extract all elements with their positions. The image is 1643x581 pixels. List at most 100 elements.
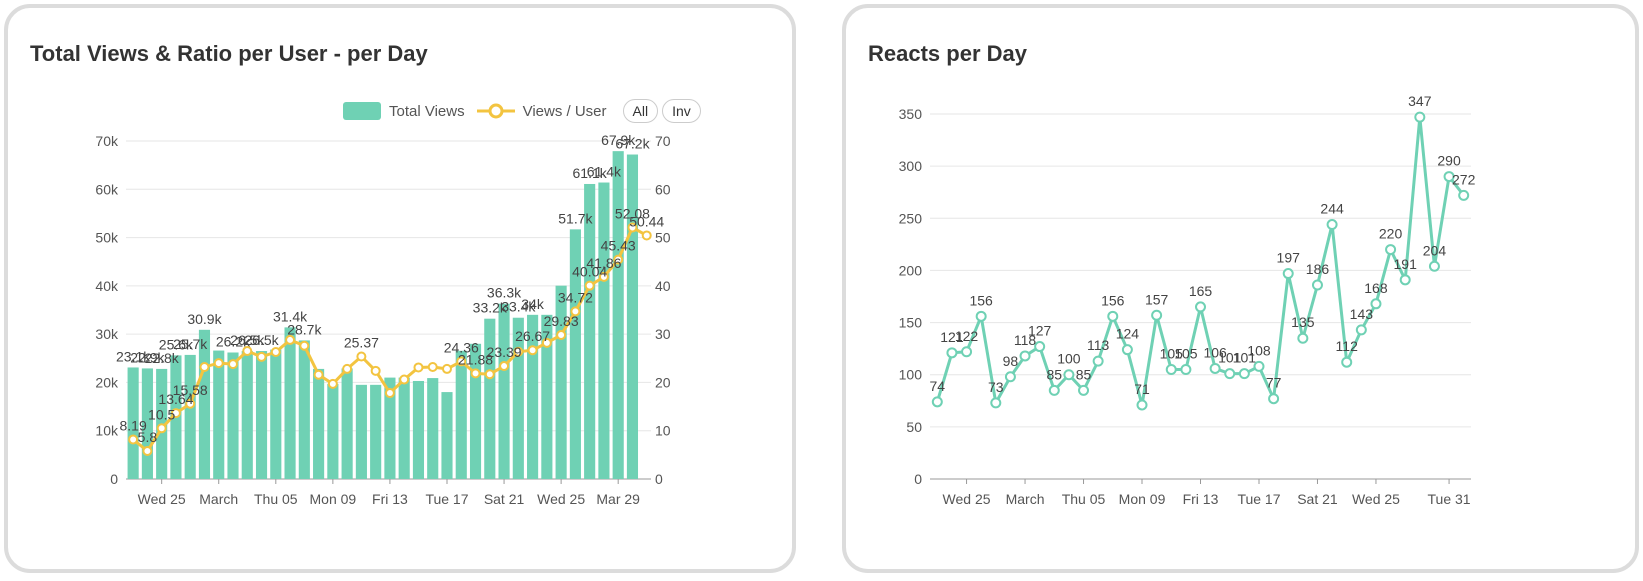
- views-per-user-label: 13.64: [158, 391, 193, 407]
- y-right-tick-label: 40: [655, 278, 671, 294]
- views-per-user-point: [513, 346, 524, 357]
- reacts-value-label: 204: [1423, 242, 1447, 258]
- y-right-tick-label: 30: [655, 326, 671, 342]
- views-per-user-point: [613, 254, 624, 265]
- views-per-user-label: 26.67: [515, 328, 550, 344]
- views-per-user-point: [128, 434, 139, 445]
- views-bar-label: 51.7k: [558, 210, 593, 226]
- views-bar: [370, 384, 382, 479]
- reacts-title: Reacts per Day: [868, 41, 1027, 66]
- y-right-tick-label: 10: [655, 423, 671, 439]
- reacts-point: [1385, 244, 1397, 256]
- views-per-user-point: [256, 351, 267, 362]
- y-right-tick-label: 0: [655, 471, 663, 487]
- reacts-value-label: 122: [955, 328, 979, 344]
- views-per-user-point: [142, 445, 153, 456]
- reacts-point: [961, 346, 973, 358]
- reacts-value-label: 74: [930, 378, 946, 394]
- legend-total-views-label: Total Views: [389, 102, 465, 120]
- views-bar: [555, 285, 567, 479]
- views-per-user-point: [270, 347, 281, 358]
- y-tick-label: 250: [899, 210, 923, 226]
- y-left-tick-label: 10k: [95, 423, 119, 439]
- views-bar: [270, 349, 282, 479]
- views-bar-label: 33.2k: [473, 300, 508, 316]
- y-right-tick-label: 60: [655, 181, 671, 197]
- views-bar: [584, 183, 596, 479]
- views-bar-label: 25.7k: [173, 336, 208, 352]
- views-per-user-label: 23.39: [487, 344, 522, 360]
- x-tick-label: Tue 17: [1237, 491, 1280, 507]
- views-bar-label: 34k: [521, 296, 545, 312]
- reacts-point: [1151, 309, 1163, 321]
- reacts-point: [1238, 368, 1250, 380]
- reacts-value-label: 108: [1247, 342, 1271, 358]
- views-per-user-point: [456, 356, 467, 367]
- views-per-user-point: [242, 346, 253, 357]
- views-per-user-label: 40.04: [572, 264, 607, 280]
- views-per-user-label: 50.44: [629, 213, 664, 229]
- views-bar-label: 22.9k: [130, 349, 165, 365]
- reacts-value-label: 220: [1379, 226, 1403, 242]
- y-tick-label: 350: [899, 106, 923, 122]
- legend-views-per-user[interactable]: Views / User: [476, 102, 607, 120]
- reacts-value-label: 191: [1394, 256, 1418, 272]
- views-per-user-point: [299, 340, 310, 351]
- views-per-user-label: 21.88: [458, 351, 493, 367]
- views-per-user-point: [598, 271, 609, 282]
- reacts-point: [1443, 171, 1455, 183]
- y-right-tick-label: 50: [655, 230, 671, 246]
- reacts-value-label: 124: [1116, 326, 1140, 342]
- reacts-point: [1136, 399, 1148, 411]
- x-tick-label: Wed 25: [537, 491, 585, 507]
- legend-total-views[interactable]: Total Views: [343, 102, 465, 120]
- views-bar-label: 31.4k: [273, 308, 308, 324]
- y-left-tick-label: 20k: [95, 374, 119, 390]
- views-bar-label: 26.5k: [244, 332, 279, 348]
- views-per-user-label: 24.36: [444, 339, 479, 355]
- reacts-point: [975, 310, 987, 322]
- reacts-value-label: 165: [1189, 283, 1213, 299]
- views-bar: [398, 377, 410, 479]
- reacts-point: [1428, 260, 1440, 272]
- views-bar-label: 61.1k: [573, 165, 608, 181]
- reacts-point: [1355, 324, 1367, 336]
- views-bar: [498, 303, 510, 479]
- views-legend: Total Views Views / User All Inv: [343, 98, 701, 124]
- reacts-point: [1063, 369, 1075, 381]
- y-left-tick-label: 40k: [95, 278, 119, 294]
- views-bar: [313, 368, 325, 479]
- reacts-point: [1311, 279, 1323, 291]
- reacts-value-label: 347: [1408, 93, 1432, 109]
- y-left-tick-label: 60k: [95, 181, 119, 197]
- reacts-point: [946, 347, 958, 359]
- reacts-point: [1180, 364, 1192, 375]
- views-bar-label: 26.2k: [216, 333, 251, 349]
- reacts-point: [1458, 189, 1470, 201]
- views-ratio-chart: 0 10k 20k 30k 40k 50k 60k 70k 0 10 20 30 40 50 60 70 23.…: [95, 132, 671, 507]
- x-tick-label: Wed 25: [138, 491, 186, 507]
- views-per-user-label: 25.37: [344, 334, 379, 350]
- x-tick-label: Thu 05: [1062, 491, 1106, 507]
- views-per-user-label: 8.19: [120, 417, 147, 433]
- reacts-point: [1078, 384, 1090, 396]
- total-views-swatch: [343, 102, 381, 120]
- views-per-user-point: [399, 374, 410, 385]
- views-per-user-point: [356, 351, 367, 362]
- views-bar-label: 26.5k: [230, 332, 265, 348]
- reacts-value-label: 77: [1266, 375, 1282, 391]
- reacts-point: [990, 397, 1002, 409]
- all-button[interactable]: All: [622, 99, 659, 123]
- views-per-user-point: [327, 378, 338, 389]
- views-per-user-point: [170, 408, 181, 419]
- inv-button[interactable]: Inv: [662, 99, 701, 123]
- x-tick-label: Thu 05: [254, 491, 298, 507]
- reacts-value-label: 197: [1277, 250, 1301, 266]
- views-bar: [384, 377, 396, 479]
- reacts-point: [1326, 219, 1338, 231]
- views-per-user-point: [556, 329, 567, 340]
- x-tick-label: March: [199, 491, 238, 507]
- views-per-user-point: [441, 363, 452, 374]
- x-tick-label: Sat 21: [484, 491, 525, 507]
- views-per-user-point: [427, 361, 438, 372]
